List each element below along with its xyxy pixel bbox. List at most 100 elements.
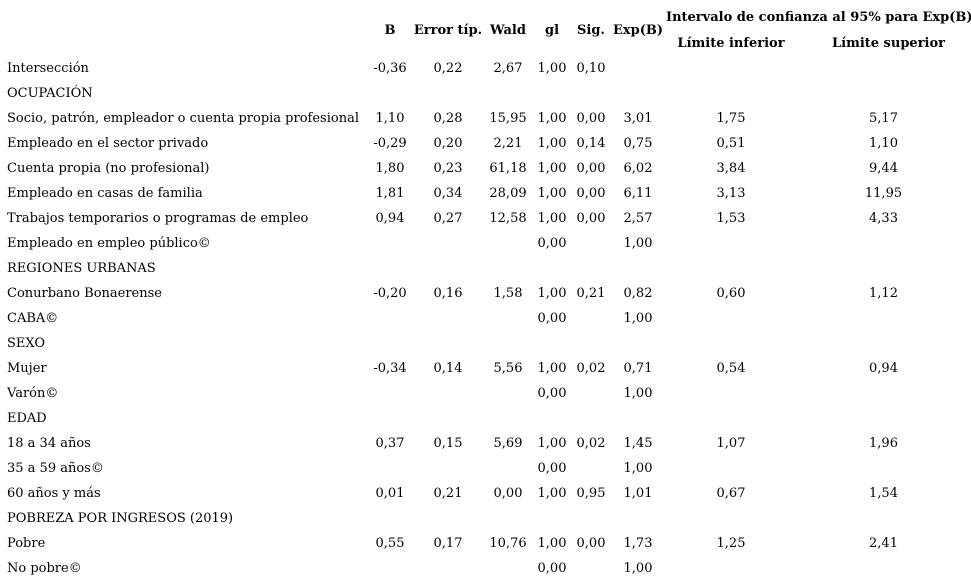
cell-gl — [532, 81, 572, 106]
row-label: EDAD — [7, 411, 47, 426]
table-row: REGIONES URBANAS — [0, 256, 971, 281]
cell-se — [412, 231, 484, 256]
cell-sig: 0,00 — [576, 111, 606, 126]
cell-sig: 0,00 — [576, 211, 606, 226]
cell-hi: 9,44 — [869, 161, 898, 176]
cell-exp: 3,01 — [623, 111, 653, 126]
cell-b — [368, 506, 412, 531]
cell-hi: 1,10 — [869, 136, 898, 151]
table-row: Empleado en empleo público© 0,00 1,00 — [0, 231, 971, 256]
cell-wald: 5,56 — [493, 361, 523, 376]
cell-lo: 0,54 — [716, 361, 746, 376]
cell-gl: 1,00 — [537, 211, 567, 226]
row-label: Empleado en empleo público© — [7, 236, 211, 251]
cell-b — [368, 331, 412, 356]
cell-gl: 0,00 — [537, 386, 567, 401]
cell-se: 0,34 — [433, 186, 463, 201]
col-header-gl: gl — [544, 22, 560, 38]
table-header: B Error típ. Wald gl Sig. Exp(B) Interva… — [0, 4, 971, 56]
cell-sig — [572, 231, 610, 256]
cell-se — [412, 406, 484, 431]
cell-wald: 0,00 — [493, 486, 523, 501]
cell-lo: 1,53 — [716, 211, 746, 226]
row-label: Empleado en el sector privado — [7, 136, 209, 151]
cell-hi — [796, 456, 971, 481]
cell-gl: 0,00 — [537, 561, 567, 576]
cell-hi — [796, 506, 971, 531]
table-row: No pobre© 0,00 1,00 — [0, 556, 971, 581]
cell-exp: 1,73 — [623, 536, 653, 551]
cell-se: 0,14 — [433, 361, 463, 376]
cell-wald — [484, 231, 532, 256]
row-label: 60 años y más — [7, 486, 101, 501]
cell-exp: 1,00 — [623, 461, 653, 476]
cell-se — [412, 506, 484, 531]
cell-se: 0,16 — [433, 286, 463, 301]
table-row: 35 a 59 años© 0,00 1,00 — [0, 456, 971, 481]
cell-gl: 1,00 — [537, 161, 567, 176]
cell-sig — [572, 306, 610, 331]
row-label: Intersección — [7, 61, 89, 76]
cell-sig — [572, 331, 610, 356]
cell-sig — [572, 406, 610, 431]
cell-b — [368, 81, 412, 106]
row-label: OCUPACIÓN — [7, 86, 93, 101]
cell-sig: 0,00 — [576, 161, 606, 176]
cell-se: 0,21 — [433, 486, 463, 501]
cell-exp — [610, 256, 666, 281]
table-row: 60 años y más 0,01 0,21 0,00 1,00 0,95 1,01 0,6… — [0, 481, 971, 506]
cell-exp: 0,71 — [623, 361, 653, 376]
cell-exp — [610, 331, 666, 356]
cell-exp: 6,11 — [623, 186, 653, 201]
cell-gl: 1,00 — [537, 186, 567, 201]
table-row: POBREZA POR INGRESOS (2019) — [0, 506, 971, 531]
cell-hi — [796, 231, 971, 256]
cell-b: -0,36 — [373, 61, 407, 76]
regression-table-page: B Error típ. Wald gl Sig. Exp(B) Interva… — [0, 4, 971, 583]
cell-b: -0,34 — [373, 361, 407, 376]
cell-sig: 0,10 — [576, 61, 606, 76]
row-label: Conurbano Bonaerense — [7, 286, 162, 301]
cell-gl: 1,00 — [537, 361, 567, 376]
cell-exp — [610, 56, 666, 81]
table-row: Empleado en casas de familia 1,81 0,34 28,0… — [0, 181, 971, 206]
cell-b — [368, 456, 412, 481]
cell-sig — [572, 256, 610, 281]
cell-se: 0,27 — [433, 211, 463, 226]
cell-sig — [572, 556, 610, 581]
cell-lo: 1,07 — [716, 436, 746, 451]
cell-sig — [572, 81, 610, 106]
row-label: Socio, patrón, empleador o cuenta propia… — [7, 111, 359, 126]
table-row: CABA© 0,00 1,00 — [0, 306, 971, 331]
cell-hi: 1,96 — [869, 436, 898, 451]
table-row: Empleado en el sector privado -0,29 0,20 2,… — [0, 131, 971, 156]
cell-wald — [484, 381, 532, 406]
cell-lo — [666, 256, 796, 281]
row-label: REGIONES URBANAS — [7, 261, 156, 276]
cell-lo — [666, 506, 796, 531]
cell-lo: 1,25 — [716, 536, 746, 551]
cell-se: 0,28 — [433, 111, 463, 126]
cell-wald — [484, 456, 532, 481]
cell-gl: 1,00 — [537, 536, 567, 551]
cell-se: 0,22 — [433, 61, 463, 76]
cell-lo — [666, 381, 796, 406]
cell-se — [412, 556, 484, 581]
cell-lo — [666, 556, 796, 581]
col-header-ci-upper: Límite superior — [831, 35, 945, 51]
cell-wald: 61,18 — [489, 161, 527, 176]
cell-lo: 3,84 — [716, 161, 746, 176]
col-header-ci-lower: Límite inferior — [677, 35, 785, 51]
cell-gl — [532, 256, 572, 281]
table-row: Socio, patrón, empleador o cuenta propia… — [0, 106, 971, 131]
cell-b: 1,80 — [375, 161, 405, 176]
cell-hi: 11,95 — [864, 186, 903, 201]
cell-exp: 0,82 — [623, 286, 653, 301]
cell-exp: 1,00 — [623, 311, 653, 326]
col-header-expb: Exp(B) — [612, 22, 664, 38]
cell-gl — [532, 406, 572, 431]
cell-exp: 6,02 — [623, 161, 653, 176]
cell-lo: 1,75 — [716, 111, 746, 126]
cell-b: -0,20 — [373, 286, 407, 301]
cell-wald: 1,58 — [493, 286, 523, 301]
